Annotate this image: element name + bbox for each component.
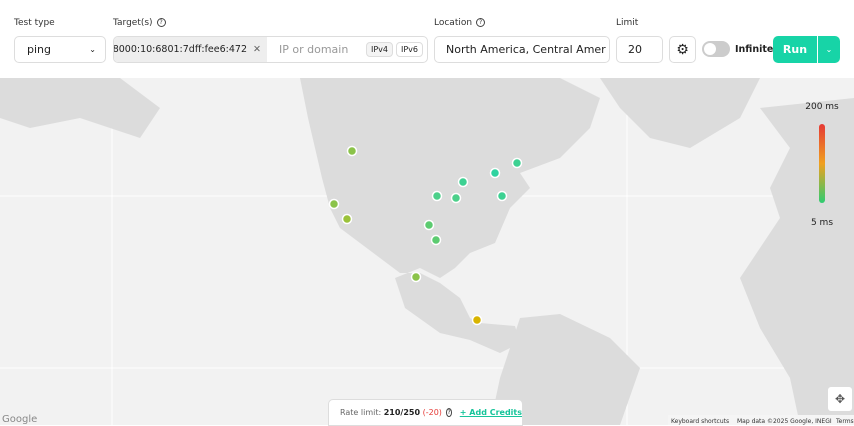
fullscreen-button[interactable] — [828, 387, 852, 411]
select[interactable]: ping ⌄ — [14, 36, 106, 63]
terms-link[interactable]: Terms — [835, 418, 854, 425]
shortcuts-link[interactable]: Keyboard shortcuts — [671, 418, 729, 425]
map: 200 ms 5 ms ✥ Google Keyboard shortcuts … — [0, 78, 854, 425]
label-text: Location — [434, 18, 473, 28]
run-button[interactable]: Run — [773, 36, 817, 63]
help-icon[interactable]: ? — [476, 18, 486, 27]
select-value: ping — [27, 43, 51, 56]
add-credits-link[interactable]: + Add Credits — [459, 408, 522, 417]
fullscreen-icon: ✥ — [835, 392, 845, 406]
input-value: North America, Central Amer — [446, 43, 606, 56]
probe — [496, 190, 508, 202]
map-data: Map data ©2025 Google, INEGI — [737, 418, 832, 425]
probes — [328, 145, 523, 326]
label: Target(s)? — [113, 18, 166, 28]
rate-delta: (-20) — [422, 408, 442, 417]
probe — [328, 198, 340, 210]
rate-limit: Rate limit: 210/250 (-20)? + Add Credits — [328, 399, 523, 426]
probe — [450, 192, 462, 204]
label: Location? — [434, 18, 486, 28]
google-logo: Google — [2, 414, 37, 425]
settings-button[interactable]: ⚙ — [669, 36, 696, 63]
probe — [431, 190, 443, 202]
location-input[interactable]: North America, Central Amer — [434, 36, 610, 63]
probe — [430, 234, 442, 246]
run-menu[interactable]: ⌄ — [818, 36, 840, 63]
probe — [511, 157, 523, 169]
target-chip: -38:8000:10:6801:7dff:fee6:472 ✕ — [114, 37, 267, 62]
help-icon[interactable]: ? — [445, 408, 453, 417]
ipv4-toggle[interactable]: IPv4 — [366, 42, 394, 57]
land — [0, 78, 854, 425]
attribution-bg — [668, 415, 854, 425]
legend-min: 5 ms — [811, 218, 833, 228]
input-value: 20 — [628, 43, 642, 56]
label: Test type — [14, 18, 55, 28]
rate-value: 210/250 — [383, 408, 421, 417]
legend-max: 200 ms — [805, 102, 839, 112]
probe — [471, 314, 483, 326]
targets-input[interactable]: -38:8000:10:6801:7dff:fee6:472 ✕ IP or do… — [113, 36, 428, 63]
probe — [457, 176, 469, 188]
toggle[interactable] — [702, 41, 730, 57]
chip-text: -38:8000:10:6801:7dff:fee6:472 — [114, 44, 247, 55]
rate-label: Rate limit: — [340, 408, 382, 417]
help-icon[interactable]: ? — [156, 18, 166, 27]
ipv6-toggle[interactable]: IPv6 — [396, 42, 424, 57]
legend-gradient — [819, 124, 825, 203]
remove-icon[interactable]: ✕ — [253, 44, 261, 55]
probe — [346, 145, 358, 157]
probe — [341, 213, 353, 225]
placeholder: IP or domain — [279, 43, 349, 56]
probe — [423, 219, 435, 231]
label: Limit — [616, 18, 639, 28]
limit-input[interactable]: 20 — [616, 36, 663, 63]
probe — [489, 167, 501, 179]
toggle-knob — [704, 43, 716, 55]
probe — [410, 271, 422, 283]
toggle-label: Infinite — [735, 44, 774, 55]
label-text: Target(s) — [113, 18, 153, 28]
chevron: ⌄ — [89, 45, 96, 54]
